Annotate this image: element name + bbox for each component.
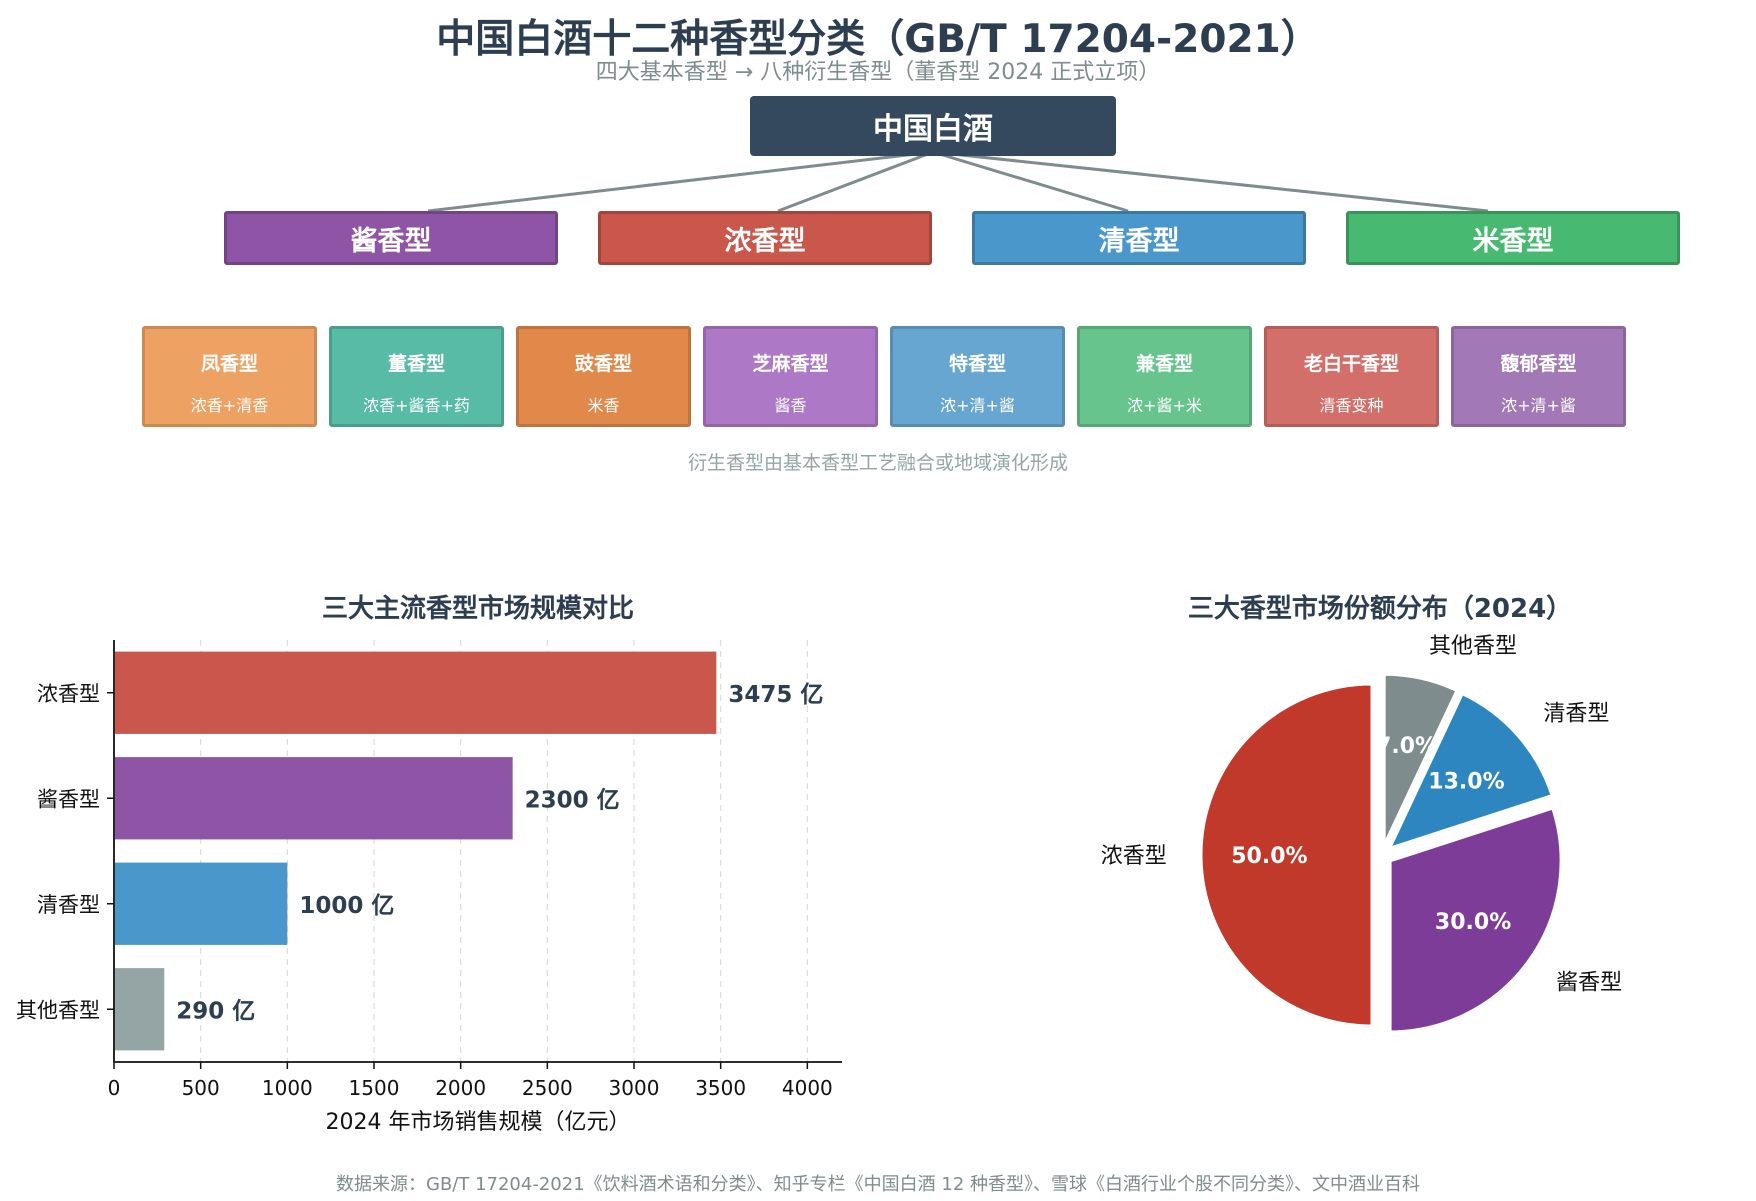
derived-type-name: 特香型	[948, 353, 1006, 375]
pie-slice	[1382, 672, 1459, 846]
y-tick-label: 其他香型	[16, 998, 100, 1022]
connector-mi	[932, 150, 1489, 213]
x-tick-label: 3000	[609, 1076, 660, 1100]
bar-value-label: 1000 亿	[299, 893, 394, 919]
x-tick-label: 0	[108, 1076, 121, 1100]
tree-root-node: 中国白酒	[750, 96, 1116, 156]
derived-type-card: 老白干香型 清香变种	[1264, 326, 1439, 427]
bar-value-label: 290 亿	[176, 998, 255, 1024]
bar	[115, 651, 717, 734]
pie-slice	[1388, 806, 1563, 1034]
page-title: 中国白酒十二种香型分类（GB/T 17204-2021）	[436, 17, 1320, 62]
derived-type-desc: 浓香+清香	[190, 396, 269, 415]
pie-slice	[1386, 691, 1555, 851]
derived-type-desc: 浓+清+酱	[940, 396, 1015, 415]
pie-chart-title: 三大香型市场份额分布（2024）	[1187, 594, 1573, 624]
basic-type-qing: 清香型	[972, 211, 1306, 265]
x-axis-label: 2024 年市场销售规模（亿元）	[326, 1110, 631, 1135]
derived-type-desc: 浓+清+酱	[1501, 396, 1576, 415]
basic-type-nong: 浓香型	[598, 211, 932, 265]
basic-type-label: 酱香型	[350, 225, 432, 257]
derived-type-desc: 浓香+酱香+药	[363, 396, 470, 415]
y-tick-label: 浓香型	[37, 682, 100, 706]
derived-type-card: 馥郁香型 浓+清+酱	[1451, 326, 1626, 427]
bar-chart-title: 三大主流香型市场规模对比	[321, 594, 634, 624]
derived-type-card: 芝麻香型 酱香	[703, 326, 878, 427]
bar-value-label: 3475 亿	[728, 682, 823, 708]
x-tick-label: 4000	[782, 1076, 833, 1100]
derived-type-name: 馥郁香型	[1500, 353, 1577, 375]
y-tick-label: 清香型	[37, 893, 100, 917]
pie-percent-label: 7.0%	[1376, 734, 1437, 759]
pie-percent-label: 50.0%	[1231, 844, 1307, 869]
pie-category-label: 清香型	[1543, 702, 1609, 727]
pie-slice	[1199, 682, 1374, 1028]
derived-type-card: 豉香型 米香	[516, 326, 691, 427]
derived-type-desc: 米香	[587, 396, 620, 415]
derived-type-card: 董香型 浓香+酱香+药	[329, 326, 504, 427]
tree-note: 衍生香型由基本香型工艺融合或地域演化形成	[687, 452, 1068, 474]
source-note: 数据来源：GB/T 17204-2021《饮料酒术语和分类》、知乎专栏《中国白酒…	[336, 1174, 1420, 1195]
bar	[115, 968, 165, 1051]
bar-value-label: 2300 亿	[525, 787, 620, 813]
pie-category-label: 酱香型	[1556, 970, 1622, 995]
basic-type-label: 浓香型	[724, 225, 806, 257]
derived-type-card: 兼香型 浓+酱+米	[1077, 326, 1252, 427]
bar	[115, 757, 513, 840]
derived-type-card: 凤香型 浓香+清香	[142, 326, 317, 427]
x-tick-label: 1500	[349, 1076, 400, 1100]
page-subtitle: 四大基本香型 → 八种衍生香型（董香型 2024 正式立项）	[595, 60, 1161, 85]
derived-type-name: 凤香型	[200, 353, 258, 375]
derived-type-name: 老白干香型	[1303, 353, 1399, 375]
connector-qing	[932, 150, 1129, 213]
x-tick-label: 2500	[522, 1076, 573, 1100]
x-tick-label: 3500	[695, 1076, 746, 1100]
basic-type-label: 米香型	[1472, 225, 1554, 257]
basic-type-jiang: 酱香型	[224, 211, 558, 265]
bar	[115, 862, 288, 945]
derived-type-name: 芝麻香型	[752, 353, 829, 375]
x-tick-label: 1000	[262, 1076, 313, 1100]
derived-type-name: 豉香型	[574, 353, 632, 375]
basic-type-mi: 米香型	[1346, 211, 1680, 265]
pie-percent-label: 30.0%	[1435, 910, 1511, 935]
basic-type-label: 清香型	[1098, 225, 1180, 257]
y-tick-label: 酱香型	[37, 787, 100, 811]
derived-type-desc: 清香变种	[1319, 396, 1384, 415]
derived-type-name: 兼香型	[1135, 353, 1193, 375]
pie-category-label: 其他香型	[1429, 634, 1517, 659]
pie-category-label: 浓香型	[1101, 844, 1167, 869]
derived-type-desc: 酱香	[774, 396, 807, 415]
connector-jiang	[427, 150, 934, 213]
tree-connectors	[427, 150, 1489, 213]
derived-type-name: 董香型	[387, 353, 445, 375]
pie-percent-label: 13.0%	[1428, 770, 1504, 795]
derived-type-desc: 浓+酱+米	[1127, 396, 1202, 415]
x-tick-label: 500	[182, 1076, 220, 1100]
connector-nong	[777, 150, 934, 213]
derived-type-card: 特香型 浓+清+酱	[890, 326, 1065, 427]
x-tick-label: 2000	[435, 1076, 486, 1100]
